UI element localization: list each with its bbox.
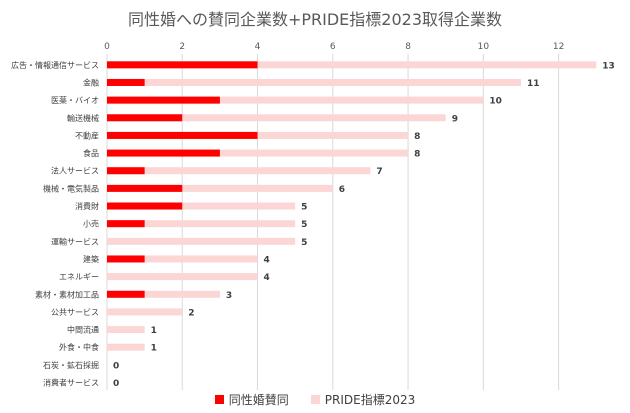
bar-support: [107, 131, 258, 139]
bar-pride: [107, 273, 258, 281]
data-label: 2: [188, 308, 194, 318]
category-label: 小売: [83, 219, 99, 229]
legend-swatch-pride: [310, 395, 320, 404]
x-tick-label: 6: [330, 42, 336, 52]
category-label: 食品: [83, 148, 99, 158]
x-tick-label: 8: [405, 42, 411, 52]
bar-pride: [107, 167, 371, 175]
data-label: 4: [264, 255, 270, 265]
bar-pride: [107, 184, 333, 192]
bar-support: [107, 167, 145, 175]
legend-item-support: 同性婚賛同: [214, 391, 289, 408]
bar-pride: [107, 114, 446, 122]
category-label: 医薬・バイオ: [51, 95, 99, 105]
category-label: 法人サービス: [51, 166, 99, 176]
bar-support: [107, 255, 145, 263]
data-label: 4: [264, 273, 270, 283]
bar-support: [107, 78, 145, 86]
x-tick-label: 4: [255, 42, 261, 52]
category-label: 建築: [83, 254, 99, 264]
data-label: 7: [376, 167, 382, 177]
chart-title: 同性婚への賛同企業数+PRIDE指標2023取得企業数: [127, 10, 503, 29]
data-label: 10: [489, 97, 502, 107]
bar-pride: [107, 202, 296, 210]
data-label: 11: [527, 79, 540, 89]
category-label: 金融: [83, 77, 99, 87]
bar-pride: [107, 308, 183, 316]
data-label: 13: [602, 61, 615, 71]
bar-pride: [107, 237, 296, 245]
category-label: 公共サービス: [51, 308, 99, 317]
x-tick-label: 0: [104, 42, 110, 52]
legend-item-pride: PRIDE指標2023: [310, 391, 416, 408]
bar-support: [107, 290, 145, 298]
bar-pride: [107, 290, 220, 298]
category-label: 素材・素材加工品: [35, 289, 99, 299]
data-label: 8: [414, 150, 420, 160]
bar-support: [107, 202, 183, 210]
bar-pride: [107, 96, 484, 104]
category-label: 消費財: [75, 201, 99, 211]
bar-pride: [107, 255, 258, 263]
data-label: 0: [113, 361, 119, 371]
data-label: 5: [301, 203, 307, 213]
bar-support: [107, 149, 220, 157]
data-label: 5: [301, 238, 307, 248]
legend-label-support: 同性婚賛同: [228, 393, 289, 407]
bar-support: [107, 184, 183, 192]
category-label: 広告・情報通信サービス: [11, 60, 99, 70]
category-label: 輸送機械: [67, 113, 99, 123]
bar-pride: [107, 343, 145, 351]
x-tick-label: 2: [179, 42, 185, 52]
data-label: 1: [151, 344, 157, 354]
data-label: 6: [339, 185, 345, 195]
bar-pride: [107, 78, 521, 86]
legend-swatch-support: [214, 395, 224, 404]
category-label: 運輸サービス: [51, 236, 99, 246]
bar-pride: [107, 149, 409, 157]
data-label: 8: [414, 132, 420, 142]
category-label: 不動産: [75, 130, 99, 140]
category-label: 中間流通: [67, 325, 99, 335]
x-tick-label: 12: [553, 42, 564, 52]
bar-support: [107, 220, 145, 228]
category-label: 外食・中食: [59, 342, 99, 352]
category-label: 機械・電気製品: [43, 183, 99, 193]
category-label: 石炭・鉱石採掘: [43, 360, 99, 370]
bar-support: [107, 114, 183, 122]
bar-support: [107, 96, 220, 104]
bar-pride: [107, 220, 296, 228]
category-label: エネルギー: [59, 273, 99, 282]
bar-pride: [107, 61, 597, 69]
data-label: 9: [452, 114, 458, 124]
legend: 同性婚賛同 PRIDE指標2023: [0, 391, 630, 408]
data-label: 0: [113, 379, 119, 389]
data-label: 3: [226, 291, 232, 301]
x-tick-label: 10: [478, 42, 490, 52]
data-label: 5: [301, 220, 307, 230]
category-label: 消費者サービス: [43, 378, 99, 388]
bar-support: [107, 61, 258, 69]
data-label: 1: [151, 326, 157, 336]
legend-label-pride: PRIDE指標2023: [324, 393, 416, 407]
bar-pride: [107, 326, 145, 334]
